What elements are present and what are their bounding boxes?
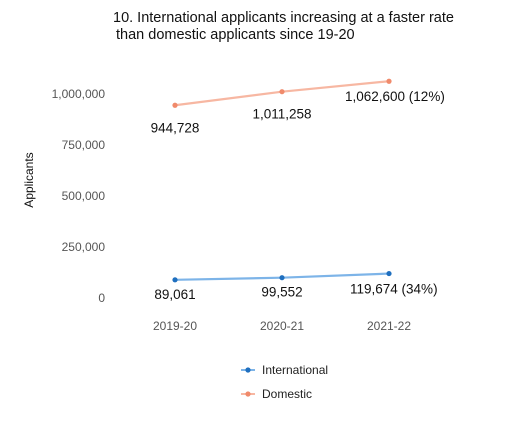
legend-label: Domestic <box>262 387 312 401</box>
y-tick-label: 250,000 <box>62 240 106 254</box>
data-label: 1,062,600 (12%) <box>345 89 445 104</box>
legend-marker <box>245 391 251 397</box>
data-point <box>279 275 285 281</box>
x-tick-label: 2021-22 <box>367 319 411 333</box>
y-tick-label: 0 <box>98 291 105 305</box>
data-label: 89,061 <box>154 287 195 302</box>
x-axis-ticks: 2019-20 2020-21 2021-22 <box>153 319 411 333</box>
data-label: 99,552 <box>261 285 302 300</box>
legend-label: International <box>262 363 328 377</box>
x-tick-label: 2020-21 <box>260 319 304 333</box>
x-tick-label: 2019-20 <box>153 319 197 333</box>
chart-title-line-1: 10. International applicants increasing … <box>113 10 454 26</box>
data-label: 1,011,258 <box>252 107 311 122</box>
y-tick-label: 1,000,000 <box>52 87 106 101</box>
data-label: 944,728 <box>151 120 200 135</box>
data-point <box>386 78 392 84</box>
y-axis-ticks: 0 250,000 500,000 750,000 1,000,000 <box>52 87 106 305</box>
chart-title-line-2: than domestic applicants since 19-20 <box>116 27 355 43</box>
y-tick-label: 750,000 <box>62 138 106 152</box>
y-axis-label: Applicants <box>22 152 36 207</box>
data-point <box>279 89 285 95</box>
legend-marker <box>245 367 251 373</box>
data-point <box>172 102 178 108</box>
data-point <box>386 270 392 277</box>
series-layer: 89,061 99,552 119,674 (34%) 944,728 1,011,25… <box>151 78 445 302</box>
y-tick-label: 500,000 <box>62 189 106 203</box>
data-label: 119,674 (34%) <box>350 282 438 297</box>
legend: International Domestic <box>241 363 328 401</box>
data-point <box>172 277 178 283</box>
